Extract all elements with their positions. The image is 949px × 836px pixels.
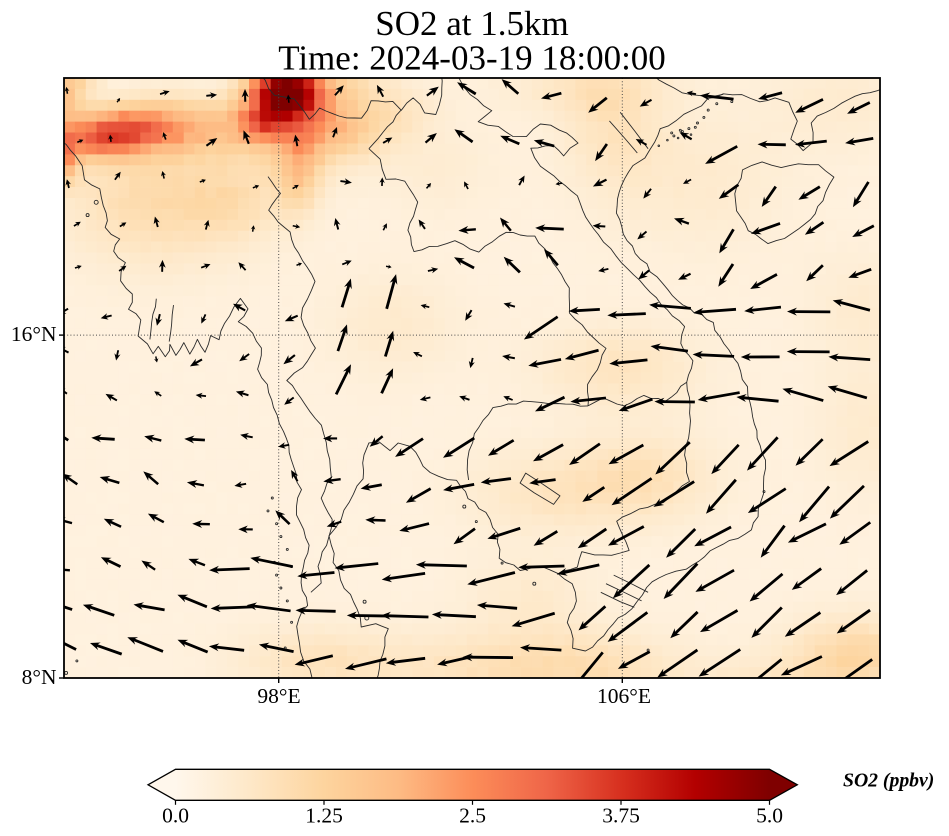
svg-text:1.25: 1.25 (305, 804, 343, 828)
svg-text:98°E: 98°E (257, 684, 300, 708)
svg-text:106°E: 106°E (597, 684, 651, 708)
svg-text:SO2 (ppbv): SO2 (ppbv) (843, 770, 934, 792)
svg-text:3.75: 3.75 (602, 804, 640, 828)
svg-text:5.0: 5.0 (756, 804, 783, 828)
svg-text:16°N: 16°N (11, 322, 57, 346)
svg-text:Time: 2024-03-19 18:00:00: Time: 2024-03-19 18:00:00 (278, 39, 666, 78)
svg-text:2.5: 2.5 (459, 804, 486, 828)
svg-text:8°N: 8°N (22, 665, 57, 689)
svg-text:SO2 at 1.5km: SO2 at 1.5km (375, 4, 568, 43)
svg-text:0.0: 0.0 (162, 804, 189, 828)
